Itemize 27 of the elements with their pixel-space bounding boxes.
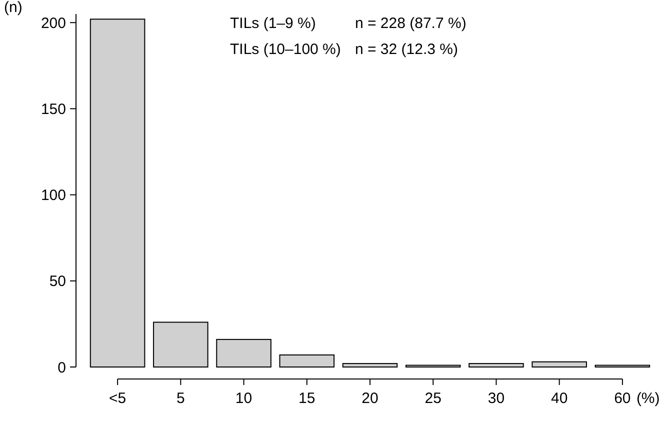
- y-tick-label: 150: [40, 100, 66, 118]
- annotation: n = 32 (12.3 %): [355, 41, 458, 58]
- x-tick-label: 15: [298, 390, 316, 407]
- annotation: n = 228 (87.7 %): [355, 15, 466, 32]
- x-tick-label: 20: [362, 390, 378, 407]
- bar: [216, 338, 272, 368]
- x-tick-label: 10: [235, 390, 252, 407]
- bar: [90, 18, 146, 368]
- annotation: TILs (1–9 %): [230, 15, 316, 32]
- x-tick-label: 30: [488, 390, 505, 407]
- bar: [279, 354, 335, 368]
- x-tick-label: 60: [614, 390, 631, 407]
- x-tick-label: 25: [424, 390, 442, 407]
- y-tick-label: 0: [58, 359, 66, 376]
- x-tick-label: <5: [109, 390, 126, 407]
- bar: [468, 363, 524, 368]
- bar: [342, 363, 398, 368]
- y-axis-title: (n): [4, 0, 22, 16]
- x-tick-label: 5: [176, 390, 185, 407]
- bar: [153, 322, 208, 368]
- x-tick-label: 40: [550, 390, 568, 407]
- bar: [532, 361, 587, 368]
- x-axis-title: (%): [636, 390, 660, 407]
- y-tick-label: 50: [49, 273, 66, 290]
- y-tick-label: 200: [40, 14, 66, 32]
- y-tick-label: 100: [40, 187, 66, 204]
- annotation: TILs (10–100 %): [230, 41, 341, 58]
